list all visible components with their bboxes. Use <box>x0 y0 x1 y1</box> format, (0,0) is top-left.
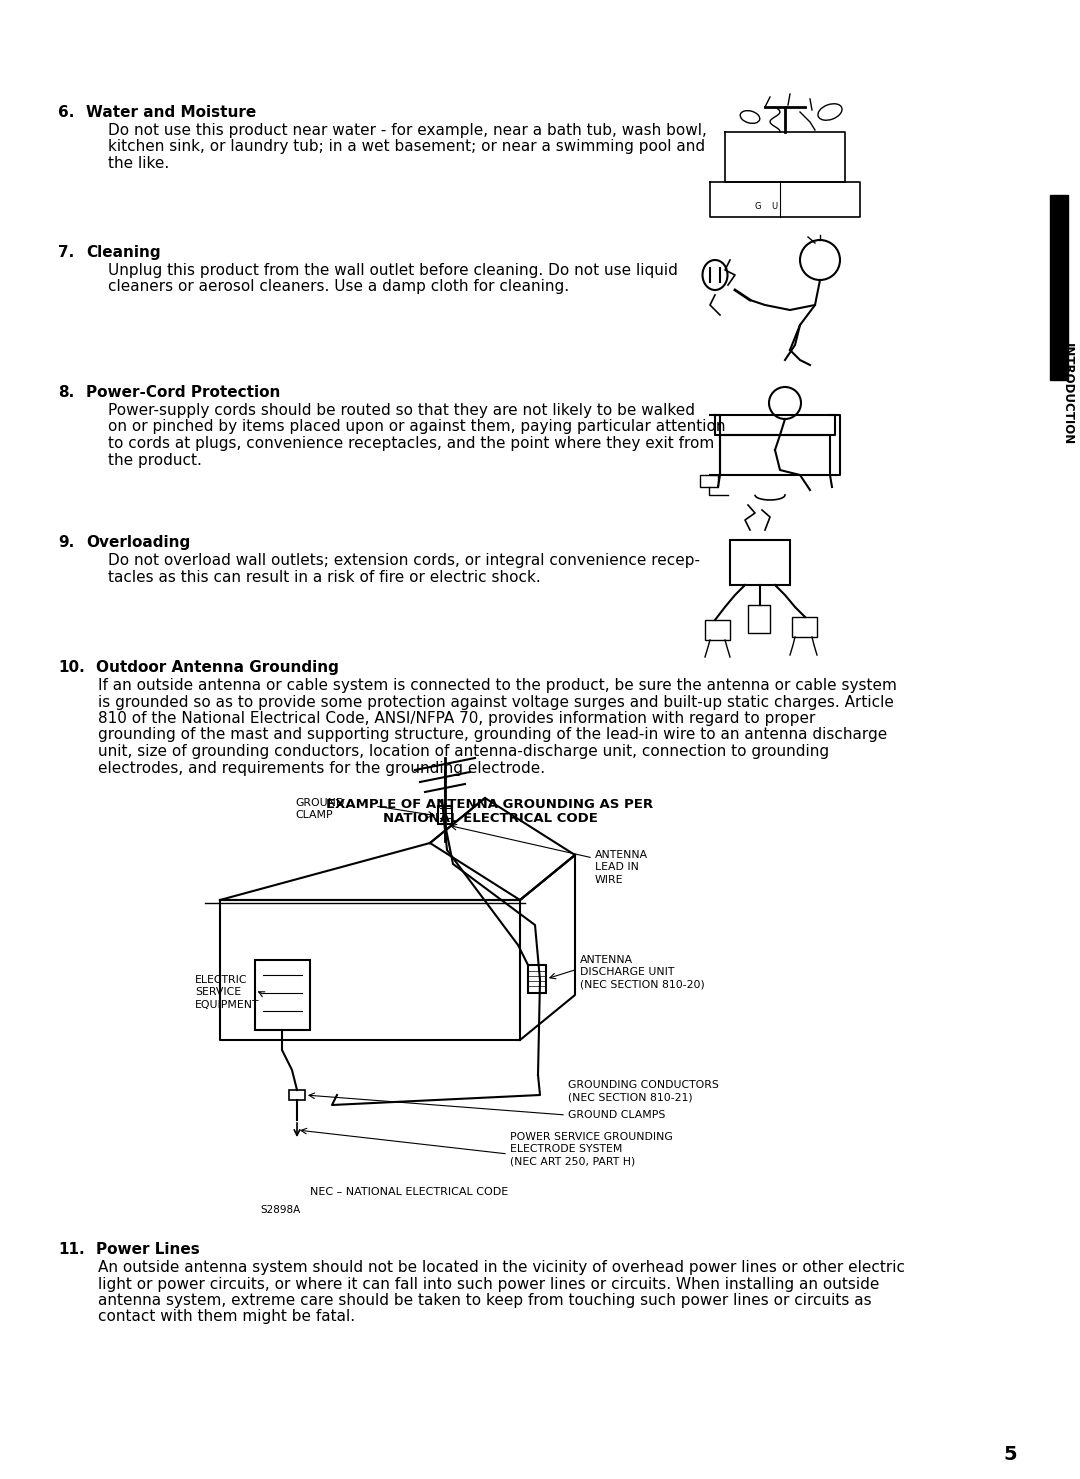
Text: Water and Moisture: Water and Moisture <box>86 105 256 120</box>
Bar <box>438 806 453 824</box>
Text: GROUNDING CONDUCTORS
(NEC SECTION 810-21): GROUNDING CONDUCTORS (NEC SECTION 810-21… <box>568 1080 719 1102</box>
Text: 5: 5 <box>1003 1445 1016 1464</box>
Text: Power-Cord Protection: Power-Cord Protection <box>86 385 281 399</box>
Text: 11.: 11. <box>58 1242 84 1257</box>
Text: grounding of the mast and supporting structure, grounding of the lead-in wire to: grounding of the mast and supporting str… <box>98 728 888 742</box>
Bar <box>289 1090 305 1100</box>
Text: If an outside antenna or cable system is connected to the product, be sure the a: If an outside antenna or cable system is… <box>98 677 896 694</box>
Text: kitchen sink, or laundry tub; in a wet basement; or near a swimming pool and: kitchen sink, or laundry tub; in a wet b… <box>108 139 705 154</box>
Text: tacles as this can result in a risk of fire or electric shock.: tacles as this can result in a risk of f… <box>108 569 541 584</box>
Text: 7.: 7. <box>58 246 75 260</box>
Text: ELECTRIC
SERVICE
EQUIPMENT: ELECTRIC SERVICE EQUIPMENT <box>195 975 259 1010</box>
Text: Do not use this product near water - for example, near a bath tub, wash bowl,: Do not use this product near water - for… <box>108 123 707 138</box>
Text: cleaners or aerosol cleaners. Use a damp cloth for cleaning.: cleaners or aerosol cleaners. Use a damp… <box>108 280 569 294</box>
Text: POWER SERVICE GROUNDING
ELECTRODE SYSTEM
(NEC ART 250, PART H): POWER SERVICE GROUNDING ELECTRODE SYSTEM… <box>510 1131 673 1167</box>
Text: light or power circuits, or where it can fall into such power lines or circuits.: light or power circuits, or where it can… <box>98 1276 879 1291</box>
Text: 810 of the National Electrical Code, ANSI/NFPA 70, provides information with reg: 810 of the National Electrical Code, ANS… <box>98 711 815 726</box>
Bar <box>1050 195 1068 380</box>
Bar <box>705 620 730 640</box>
Text: Outdoor Antenna Grounding: Outdoor Antenna Grounding <box>96 660 339 674</box>
Text: on or pinched by items placed upon or against them, paying particular attention: on or pinched by items placed upon or ag… <box>108 420 726 435</box>
Bar <box>255 960 310 1029</box>
Text: to cords at plugs, convenience receptacles, and the point where they exit from: to cords at plugs, convenience receptacl… <box>108 436 714 451</box>
Text: An outside antenna system should not be located in the vicinity of overhead powe: An outside antenna system should not be … <box>98 1260 905 1275</box>
Text: INTRODUCTION: INTRODUCTION <box>1061 343 1074 445</box>
Text: unit, size of grounding conductors, location of antenna-discharge unit, connecti: unit, size of grounding conductors, loca… <box>98 744 829 759</box>
Text: Power-supply cords should be routed so that they are not likely to be walked: Power-supply cords should be routed so t… <box>108 402 696 419</box>
Text: ANTENNA
LEAD IN
WIRE: ANTENNA LEAD IN WIRE <box>595 850 648 884</box>
Text: Cleaning: Cleaning <box>86 246 161 260</box>
Text: is grounded so as to provide some protection against voltage surges and built-up: is grounded so as to provide some protec… <box>98 695 894 710</box>
Bar <box>792 617 816 637</box>
Text: 9.: 9. <box>58 535 75 550</box>
Text: 8.: 8. <box>58 385 75 399</box>
Text: ANTENNA
DISCHARGE UNIT
(NEC SECTION 810-20): ANTENNA DISCHARGE UNIT (NEC SECTION 810-… <box>580 955 705 989</box>
Text: GROUND CLAMPS: GROUND CLAMPS <box>568 1111 665 1120</box>
Text: G    U: G U <box>755 203 778 211</box>
Text: EXAMPLE OF ANTENNA GROUNDING AS PER: EXAMPLE OF ANTENNA GROUNDING AS PER <box>326 799 653 810</box>
Text: GROUND
CLAMP: GROUND CLAMP <box>295 799 345 821</box>
Text: the product.: the product. <box>108 453 202 467</box>
Text: Unplug this product from the wall outlet before cleaning. Do not use liquid: Unplug this product from the wall outlet… <box>108 263 678 278</box>
Text: the like.: the like. <box>108 155 170 172</box>
Text: Overloading: Overloading <box>86 535 190 550</box>
Text: contact with them might be fatal.: contact with them might be fatal. <box>98 1309 355 1325</box>
Text: NEC – NATIONAL ELECTRICAL CODE: NEC – NATIONAL ELECTRICAL CODE <box>310 1188 509 1197</box>
Text: electrodes, and requirements for the grounding electrode.: electrodes, and requirements for the gro… <box>98 760 545 775</box>
Text: Power Lines: Power Lines <box>96 1242 200 1257</box>
Text: NATIONAL ELECTRICAL CODE: NATIONAL ELECTRICAL CODE <box>382 812 597 825</box>
Text: 6.: 6. <box>58 105 75 120</box>
Text: Do not overload wall outlets; extension cords, or integral convenience recep-: Do not overload wall outlets; extension … <box>108 553 700 568</box>
Bar <box>700 475 718 487</box>
Bar <box>528 964 546 992</box>
Bar <box>730 540 789 586</box>
Text: 10.: 10. <box>58 660 84 674</box>
Text: antenna system, extreme care should be taken to keep from touching such power li: antenna system, extreme care should be t… <box>98 1293 872 1307</box>
Bar <box>748 605 770 633</box>
Text: S2898A: S2898A <box>260 1205 300 1216</box>
